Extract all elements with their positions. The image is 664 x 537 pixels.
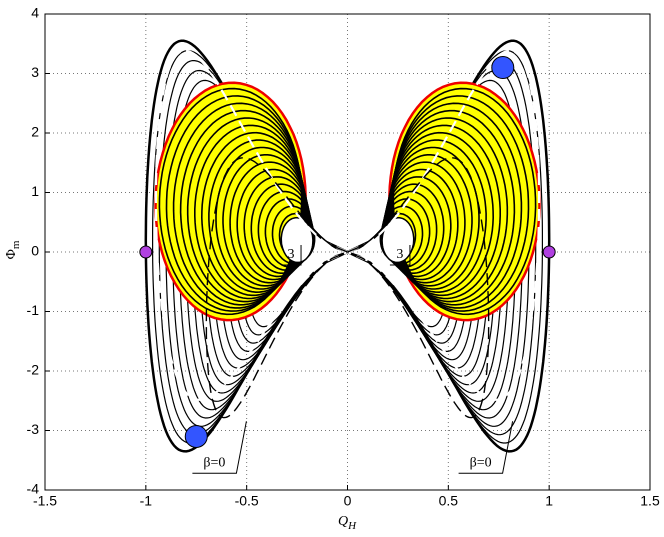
x-tick-label: -1.5 (33, 493, 57, 509)
y-tick-label: 4 (31, 5, 39, 21)
point (184, 424, 208, 448)
x-label: QH (338, 514, 357, 531)
y-tick-label: -4 (27, 481, 40, 497)
leader-line (458, 421, 514, 474)
leader-line (389, 244, 411, 266)
hole (381, 217, 415, 264)
y-tick-label: 2 (31, 124, 39, 140)
y-tick-label: 0 (31, 243, 39, 259)
basin (388, 81, 541, 322)
x-tick-label: 0 (344, 493, 352, 509)
trajectory (144, 39, 349, 453)
y-tick-label: 3 (31, 64, 39, 80)
leader-line (192, 421, 247, 474)
x-tick-label: 1 (545, 493, 553, 509)
leader-line (281, 244, 302, 266)
point (491, 56, 515, 80)
annotation: β=0 (203, 455, 225, 470)
x-tick-label: -1 (140, 493, 153, 509)
x-tick-label: 1.5 (640, 493, 660, 509)
y-tick-label: -3 (27, 421, 40, 437)
y-tick-label: 1 (31, 183, 39, 199)
trajectory (152, 50, 348, 444)
basin (154, 81, 307, 322)
dashed-trajectory (347, 157, 490, 419)
point (542, 245, 556, 259)
annotation: 3 (288, 247, 295, 262)
dashed-trajectory (205, 157, 348, 419)
x-label-sub: H (347, 520, 357, 532)
y-label-main: Φ (4, 249, 19, 259)
hole (280, 217, 314, 264)
trajectory (347, 50, 543, 444)
dashed-trajectory (347, 49, 541, 401)
x-tick-label: -0.5 (235, 493, 259, 509)
point (139, 245, 153, 259)
x-tick-label: 0.5 (439, 493, 459, 509)
y-tick-label: -1 (27, 302, 40, 318)
x-label-main: Q (338, 514, 348, 529)
trajectory (346, 39, 551, 453)
y-tick-label: -2 (27, 362, 40, 378)
y-label-sub: m (10, 240, 22, 249)
y-label: Φm (4, 240, 21, 259)
annotation: β=0 (470, 455, 492, 470)
dashed-trajectory (154, 49, 348, 401)
annotation: 3 (396, 247, 403, 262)
